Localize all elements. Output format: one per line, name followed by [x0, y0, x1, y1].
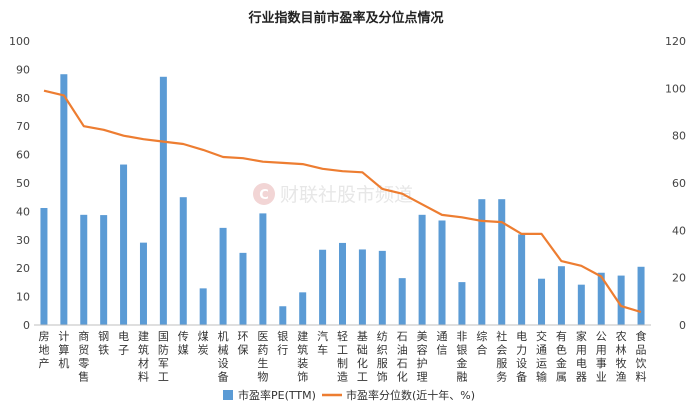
bar-9 — [199, 288, 207, 325]
left-tick-label: 20 — [16, 262, 30, 275]
category-label: 石油石化 — [397, 330, 408, 384]
category-label: 美容护理 — [417, 330, 428, 384]
bar-3 — [80, 214, 88, 325]
bar-16 — [339, 242, 346, 325]
bar-17 — [358, 249, 366, 325]
bar-12 — [259, 213, 267, 325]
category-label: 传媒 — [178, 330, 189, 357]
left-tick-label: 80 — [16, 92, 30, 105]
category-label: 机械设备 — [218, 329, 229, 384]
category-label: 家用电器 — [576, 329, 587, 384]
right-tick-label: 80 — [672, 130, 686, 143]
category-labels: 房地产计算机商贸零售钢铁电子建筑材料国防军工传媒煤炭机械设备环保医药生物银行建筑… — [38, 329, 646, 384]
watermark: C 财联社股市频道 — [253, 183, 413, 206]
bar-4 — [100, 215, 108, 325]
left-tick-label: 50 — [16, 177, 30, 190]
right-tick-label: 100 — [665, 82, 686, 95]
left-tick-label: 40 — [16, 205, 30, 218]
chart-title: 行业指数目前市盈率及分位点情况 — [247, 10, 443, 26]
bar-2 — [60, 74, 68, 325]
left-tick-label: 10 — [16, 291, 30, 304]
right-tick-label: 0 — [679, 319, 686, 332]
percentile-line — [43, 89, 642, 314]
category-label: 银行 — [277, 329, 288, 357]
right-tick-label: 120 — [665, 35, 686, 48]
bar-19 — [398, 278, 406, 325]
right-tick-label: 60 — [672, 177, 686, 190]
category-label: 钢铁 — [98, 330, 109, 357]
svg-text:C: C — [259, 188, 269, 203]
category-label: 非银金融 — [456, 330, 467, 384]
bar-29 — [597, 272, 605, 325]
bar-30 — [617, 275, 625, 325]
category-label: 基础化工 — [357, 330, 368, 384]
category-label: 纺织服饰 — [377, 329, 388, 384]
category-label: 社会服务 — [496, 329, 507, 384]
bar-20 — [418, 214, 426, 325]
bar-21 — [438, 220, 446, 325]
bar-24 — [498, 199, 506, 325]
category-label: 电力设备 — [516, 330, 527, 384]
right-tick-label: 20 — [672, 272, 686, 285]
bar-27 — [557, 266, 565, 325]
legend-label-line: 市盈率分位数(近十年、%) — [346, 388, 475, 402]
bar-23 — [478, 199, 486, 325]
bar-26 — [538, 278, 546, 325]
category-label: 有色金属 — [556, 329, 567, 384]
left-tick-label: 60 — [16, 149, 30, 162]
bar-28 — [577, 284, 585, 325]
bar-18 — [378, 250, 386, 325]
category-label: 建筑材料 — [138, 329, 149, 384]
bar-25 — [518, 234, 526, 325]
category-label: 房地产 — [38, 330, 49, 370]
left-tick-label: 30 — [16, 234, 30, 247]
category-label: 商贸零售 — [78, 329, 89, 384]
bar-22 — [458, 282, 466, 325]
line-series — [43, 89, 642, 314]
left-tick-label: 0 — [23, 319, 30, 332]
category-label: 环保 — [237, 330, 248, 357]
category-label: 建筑装饰 — [297, 329, 308, 384]
bar-14 — [299, 292, 307, 325]
bar-8 — [179, 197, 187, 325]
bar-11 — [239, 252, 247, 325]
left-axis: 0 10 20 30 40 50 60 70 80 90 100 — [9, 35, 30, 332]
category-label: 通信 — [437, 330, 448, 357]
category-label: 交通运输 — [536, 329, 547, 384]
category-label: 汽车 — [317, 329, 328, 357]
category-label: 医药生物 — [257, 330, 268, 384]
bar-series — [40, 74, 645, 325]
bar-6 — [139, 242, 147, 325]
left-tick-label: 100 — [9, 35, 30, 48]
right-axis: 0 20 40 60 80 100 120 — [665, 35, 686, 332]
bar-1 — [40, 207, 48, 325]
category-label: 农林牧渔 — [616, 329, 627, 384]
right-tick-label: 40 — [672, 224, 686, 237]
category-label: 轻工制造 — [337, 329, 348, 384]
legend-label-bar: 市盈率PE(TTM) — [238, 388, 316, 402]
left-tick-label: 70 — [16, 120, 30, 133]
bar-13 — [279, 306, 287, 325]
category-label: 食品饮料 — [636, 329, 647, 384]
bar-5 — [120, 164, 128, 325]
bar-31 — [637, 266, 645, 325]
category-label: 电子 — [118, 330, 129, 357]
category-label: 综合 — [476, 329, 487, 357]
bar-15 — [319, 249, 327, 325]
category-label: 公用事业 — [596, 330, 607, 384]
bar-10 — [219, 227, 227, 325]
watermark-text: 财联社股市频道 — [280, 184, 413, 206]
category-label: 计算机 — [58, 330, 69, 370]
left-tick-label: 90 — [16, 63, 30, 76]
legend-swatch-bar — [223, 390, 233, 400]
bar-7 — [159, 76, 167, 325]
category-label: 国防军工 — [158, 330, 169, 384]
category-label: 煤炭 — [198, 330, 209, 357]
legend: 市盈率PE(TTM) 市盈率分位数(近十年、%) — [223, 388, 475, 402]
